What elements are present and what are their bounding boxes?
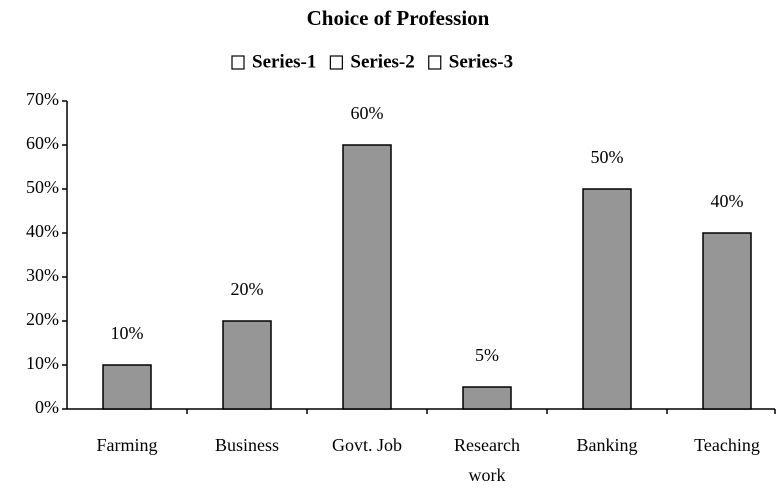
x-tick-label: Teaching (694, 435, 760, 455)
y-tick-label: 30% (26, 265, 59, 285)
x-tick-label: Banking (577, 435, 638, 455)
legend-swatch (428, 55, 442, 70)
legend-label: Series-3 (449, 51, 513, 72)
value-label: 40% (711, 191, 744, 211)
bar (342, 144, 392, 410)
bar (222, 320, 272, 410)
legend-swatch (329, 55, 343, 70)
legend-swatch (231, 55, 245, 70)
y-tick-label: 60% (26, 133, 59, 153)
bar (702, 232, 752, 410)
chart-title: Choice of Profession (307, 6, 490, 30)
value-label: 20% (231, 279, 264, 299)
y-tick-label: 10% (26, 353, 59, 373)
y-tick-label: 0% (35, 397, 59, 417)
bar (582, 188, 632, 410)
y-tick-label: 50% (26, 177, 59, 197)
legend-label: Series-1 (252, 51, 316, 72)
x-tick-label: Farming (97, 435, 158, 455)
bar (462, 386, 512, 410)
legend-label: Series-2 (350, 51, 414, 72)
y-tick-label: 40% (26, 221, 59, 241)
legend: Series-1 Series-2 Series-3 (231, 51, 513, 72)
value-label: 10% (111, 323, 144, 343)
x-tick-label: Govt. Job (332, 435, 402, 455)
y-tick-label: 70% (26, 89, 59, 109)
value-label: 50% (591, 147, 624, 167)
x-tick-label: Business (215, 435, 279, 455)
y-tick-label: 20% (26, 309, 59, 329)
value-label: 5% (475, 345, 499, 365)
value-label: 60% (351, 103, 384, 123)
bar (102, 364, 152, 410)
x-tick-label: Research work (454, 435, 520, 485)
